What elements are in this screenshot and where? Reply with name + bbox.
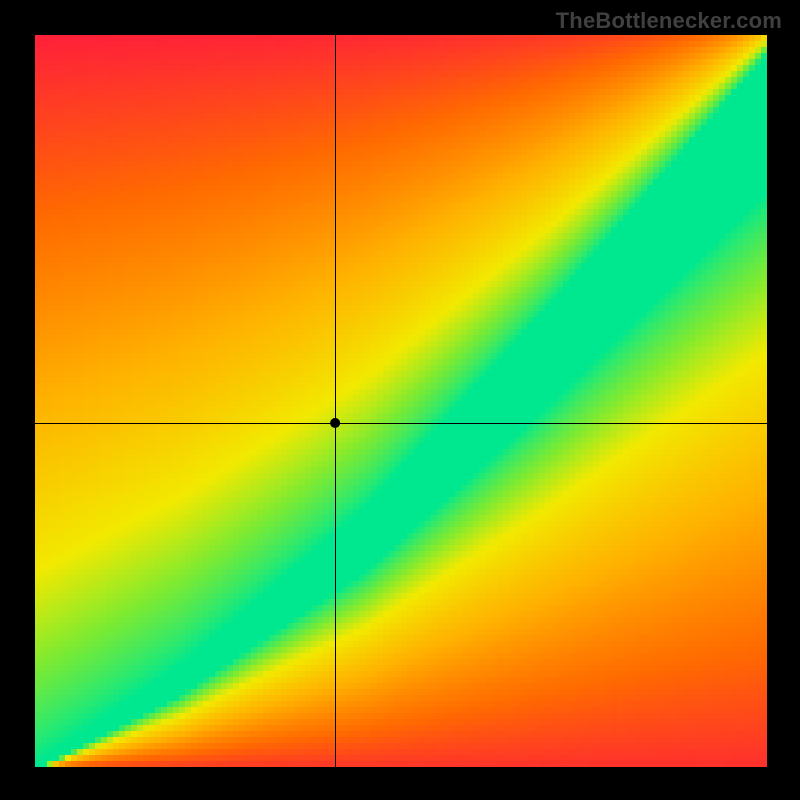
heatmap-plot bbox=[35, 35, 767, 767]
watermark-text: TheBottlenecker.com bbox=[556, 8, 782, 34]
heatmap-canvas bbox=[35, 35, 767, 767]
